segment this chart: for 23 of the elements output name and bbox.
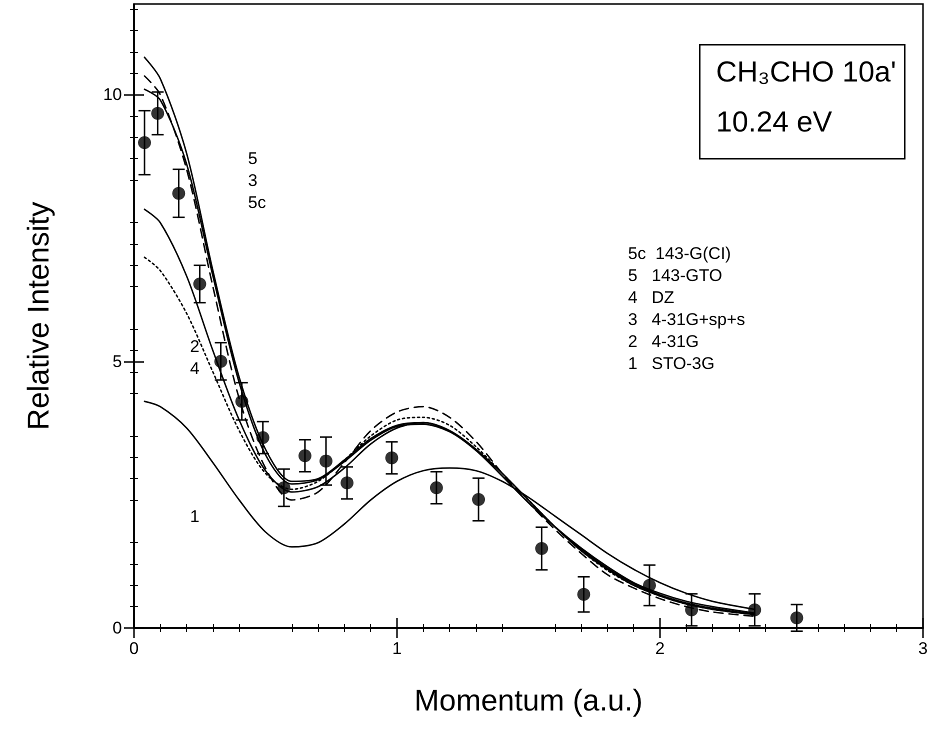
annotation: 3 4-31G+sp+s <box>628 310 746 329</box>
text: CH₃CHO 10a' <box>716 56 896 88</box>
y-tick-label: 5 <box>112 352 122 371</box>
y-tick-label: 10 <box>103 85 122 104</box>
annotation: 5 <box>248 149 258 168</box>
annotation: 3 <box>248 171 258 190</box>
y-tick-label: 0 <box>112 618 122 638</box>
x-tick-label: 2 <box>655 639 665 658</box>
annotation: 1 <box>190 507 200 526</box>
x-tick-label: 3 <box>918 639 928 658</box>
annotation: 4 <box>190 359 200 378</box>
x-tick-label: 0 <box>129 639 139 658</box>
annotation: 2 4-31G <box>628 332 699 351</box>
annotation: 5 143-GTO <box>628 266 722 285</box>
text: 10.24 eV <box>716 106 833 138</box>
annotation: 1 STO-3G <box>628 354 715 373</box>
x-axis-title: Momentum (a.u.) <box>414 684 643 718</box>
annotation: 5c 143-G(CI) <box>628 244 731 263</box>
annotation: 5c <box>248 193 266 212</box>
y-axis-title: Relative Intensity <box>22 202 56 430</box>
annotation: 2 <box>190 337 200 356</box>
annotation: 4 DZ <box>628 288 674 307</box>
x-tick-label: 1 <box>392 639 402 658</box>
